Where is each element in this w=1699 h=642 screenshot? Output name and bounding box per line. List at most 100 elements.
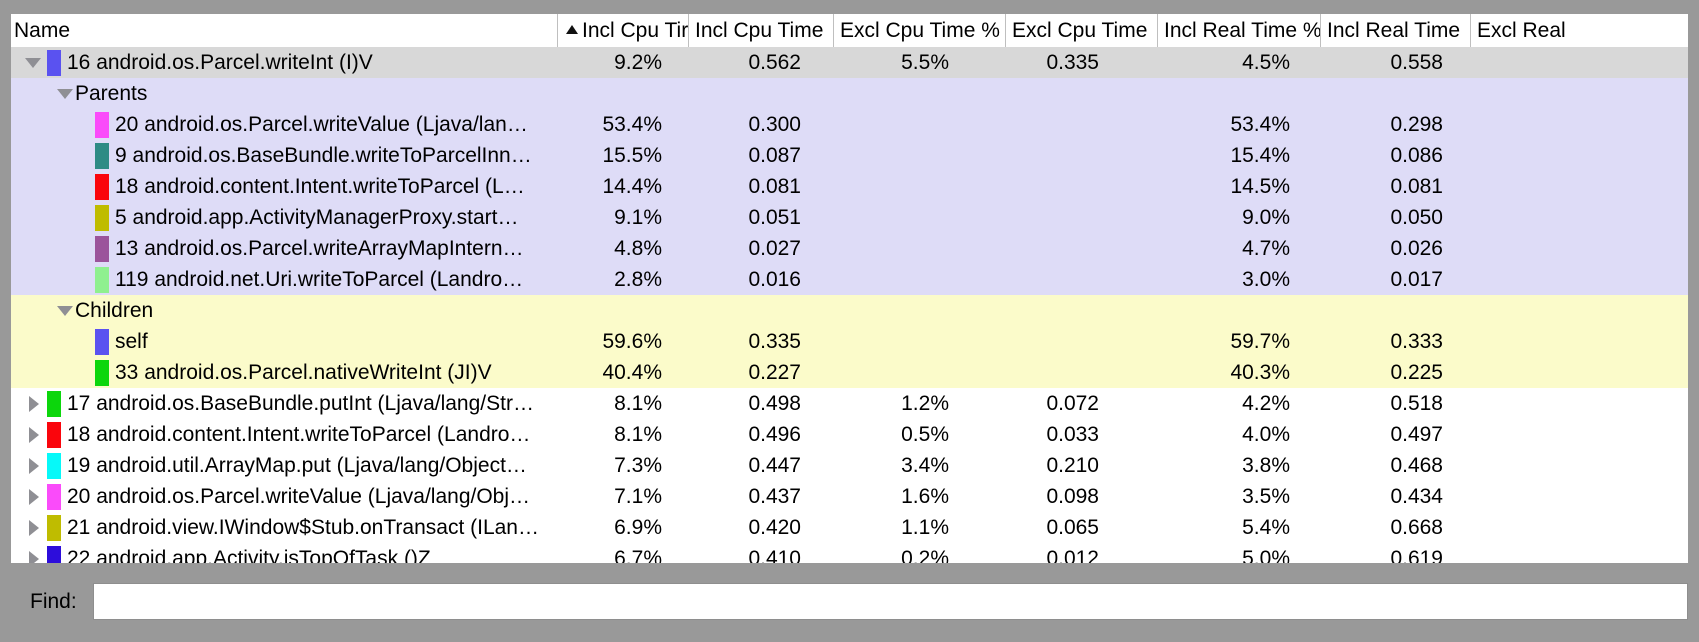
column-header-incl-real-time[interactable]: Incl Real Time	[1320, 14, 1470, 47]
method-name: 16 android.os.Parcel.writeInt (I)V	[67, 50, 373, 74]
value-cell: 59.7%	[1230, 329, 1290, 353]
method-color-swatch	[47, 452, 61, 479]
disclosure-collapsed-icon[interactable]	[25, 426, 41, 444]
table-row[interactable]: 18 android.content.Intent.writeToParcel …	[11, 171, 1688, 202]
column-header-label: Excl Real	[1477, 18, 1566, 42]
table-row[interactable]: 13 android.os.Parcel.writeArrayMapIntern…	[11, 233, 1688, 264]
sort-ascending-icon	[566, 25, 578, 34]
value-cell: 0.619	[1390, 546, 1443, 564]
table-row[interactable]: 9 android.os.BaseBundle.writeToParcelInn…	[11, 140, 1688, 171]
disclosure-collapsed-icon[interactable]	[25, 550, 41, 563]
table-row[interactable]: 18 android.content.Intent.writeToParcel …	[11, 419, 1688, 450]
value-cell: 0.335	[1046, 50, 1099, 74]
column-header-label: Incl Cpu Time	[695, 18, 824, 42]
name-cell: 33 android.os.Parcel.nativeWriteInt (JI)…	[11, 357, 557, 388]
value-cell: 40.4%	[602, 360, 662, 384]
column-header-excl-cpu-time-[interactable]: Excl Cpu Time %	[833, 14, 1005, 47]
value-cell: 7.1%	[614, 484, 662, 508]
name-cell: 18 android.content.Intent.writeToParcel …	[11, 171, 557, 202]
name-cell: self	[11, 326, 557, 357]
value-cell: 0.434	[1390, 484, 1443, 508]
value-cell: 1.1%	[901, 515, 949, 539]
value-cell	[1320, 295, 1470, 326]
name-cell: 13 android.os.Parcel.writeArrayMapIntern…	[11, 233, 557, 264]
disclosure-collapsed-icon[interactable]	[25, 488, 41, 506]
method-name: 22 android.app.Activity.isTopOfTask ()Z	[67, 546, 431, 564]
value-cell	[833, 326, 1005, 357]
value-cell: 0.497	[1390, 422, 1443, 446]
disclosure-expanded-icon[interactable]	[25, 54, 41, 72]
name-cell: 9 android.os.BaseBundle.writeToParcelInn…	[11, 140, 557, 171]
value-cell: 7.3%	[614, 453, 662, 477]
column-header-incl-cpu-tir[interactable]: Incl Cpu Tir	[557, 14, 688, 47]
disclosure-expanded-icon[interactable]	[57, 302, 73, 320]
table-row[interactable]: 119 android.net.Uri.writeToParcel (Landr…	[11, 264, 1688, 295]
value-cell: 3.4%	[901, 453, 949, 477]
column-header-label: Incl Cpu Tir	[582, 18, 688, 42]
table-body: 16 android.os.Parcel.writeInt (I)V 9.2% 0.…	[11, 47, 1688, 563]
method-name: 5 android.app.ActivityManagerProxy.start…	[115, 205, 519, 229]
table-row[interactable]: 21 android.view.IWindow$Stub.onTransact …	[11, 512, 1688, 543]
value-cell: 53.4%	[1230, 112, 1290, 136]
value-cell	[1157, 295, 1320, 326]
find-label: Find:	[30, 590, 77, 613]
column-header-incl-cpu-time[interactable]: Incl Cpu Time	[688, 14, 833, 47]
method-name: 20 android.os.Parcel.writeValue (Ljava/l…	[115, 112, 528, 136]
value-cell: 59.6%	[602, 329, 662, 353]
method-color-swatch	[95, 142, 109, 169]
value-cell: 5.0%	[1242, 546, 1290, 564]
name-cell: 22 android.app.Activity.isTopOfTask ()Z	[11, 543, 557, 563]
column-header-incl-real-time-[interactable]: Incl Real Time %	[1157, 14, 1320, 47]
value-cell: 0.498	[748, 391, 801, 415]
value-cell: 2.8%	[614, 267, 662, 291]
table-row[interactable]: 16 android.os.Parcel.writeInt (I)V 9.2% 0.…	[11, 47, 1688, 78]
column-header-label: Excl Cpu Time	[1012, 18, 1148, 42]
column-header-excl-real[interactable]: Excl Real	[1470, 14, 1688, 47]
method-color-swatch	[95, 173, 109, 200]
method-name: self	[115, 329, 148, 353]
method-color-swatch	[95, 359, 109, 386]
value-cell: 14.5%	[1230, 174, 1290, 198]
value-cell	[833, 264, 1005, 295]
value-cell: 0.562	[748, 50, 801, 74]
value-cell: 5.5%	[901, 50, 949, 74]
value-cell	[1005, 233, 1157, 264]
column-header-label: Incl Real Time %	[1164, 18, 1320, 42]
column-header-name[interactable]: Name	[11, 14, 557, 47]
table-row[interactable]: Children	[11, 295, 1688, 326]
method-color-swatch	[47, 390, 61, 417]
table-row[interactable]: 33 android.os.Parcel.nativeWriteInt (JI)…	[11, 357, 1688, 388]
method-name: 119 android.net.Uri.writeToParcel (Landr…	[115, 267, 524, 291]
value-cell: 14.4%	[602, 174, 662, 198]
method-color-swatch	[47, 514, 61, 541]
value-cell: 0.335	[748, 329, 801, 353]
table-row[interactable]: 20 android.os.Parcel.writeValue (Ljava/l…	[11, 109, 1688, 140]
find-input[interactable]	[93, 583, 1688, 620]
value-cell: 0.033	[1046, 422, 1099, 446]
column-header-label: Excl Cpu Time %	[840, 18, 1000, 42]
disclosure-collapsed-icon[interactable]	[25, 395, 41, 413]
table-row[interactable]: self 59.6% 0.335 59.7% 0.333	[11, 326, 1688, 357]
value-cell: 9.1%	[614, 205, 662, 229]
name-cell: 20 android.os.Parcel.writeValue (Ljava/l…	[11, 109, 557, 140]
value-cell: 4.2%	[1242, 391, 1290, 415]
table-row[interactable]: 20 android.os.Parcel.writeValue (Ljava/l…	[11, 481, 1688, 512]
name-cell: 5 android.app.ActivityManagerProxy.start…	[11, 202, 557, 233]
value-cell	[557, 78, 688, 109]
method-name: 19 android.util.ArrayMap.put (Ljava/lang…	[67, 453, 527, 477]
disclosure-collapsed-icon[interactable]	[25, 519, 41, 537]
column-header-excl-cpu-time[interactable]: Excl Cpu Time	[1005, 14, 1157, 47]
table-row[interactable]: Parents	[11, 78, 1688, 109]
name-cell: 21 android.view.IWindow$Stub.onTransact …	[11, 512, 557, 543]
value-cell: 4.8%	[614, 236, 662, 260]
disclosure-collapsed-icon[interactable]	[25, 457, 41, 475]
table-row[interactable]: 22 android.app.Activity.isTopOfTask ()Z 6…	[11, 543, 1688, 563]
name-cell: 18 android.content.Intent.writeToParcel …	[11, 419, 557, 450]
value-cell: 0.496	[748, 422, 801, 446]
table-row[interactable]: 17 android.os.BaseBundle.putInt (Ljava/l…	[11, 388, 1688, 419]
method-name: 33 android.os.Parcel.nativeWriteInt (JI)…	[115, 360, 492, 384]
disclosure-expanded-icon[interactable]	[57, 85, 73, 103]
table-row[interactable]: 19 android.util.ArrayMap.put (Ljava/lang…	[11, 450, 1688, 481]
table-row[interactable]: 5 android.app.ActivityManagerProxy.start…	[11, 202, 1688, 233]
value-cell	[1005, 295, 1157, 326]
